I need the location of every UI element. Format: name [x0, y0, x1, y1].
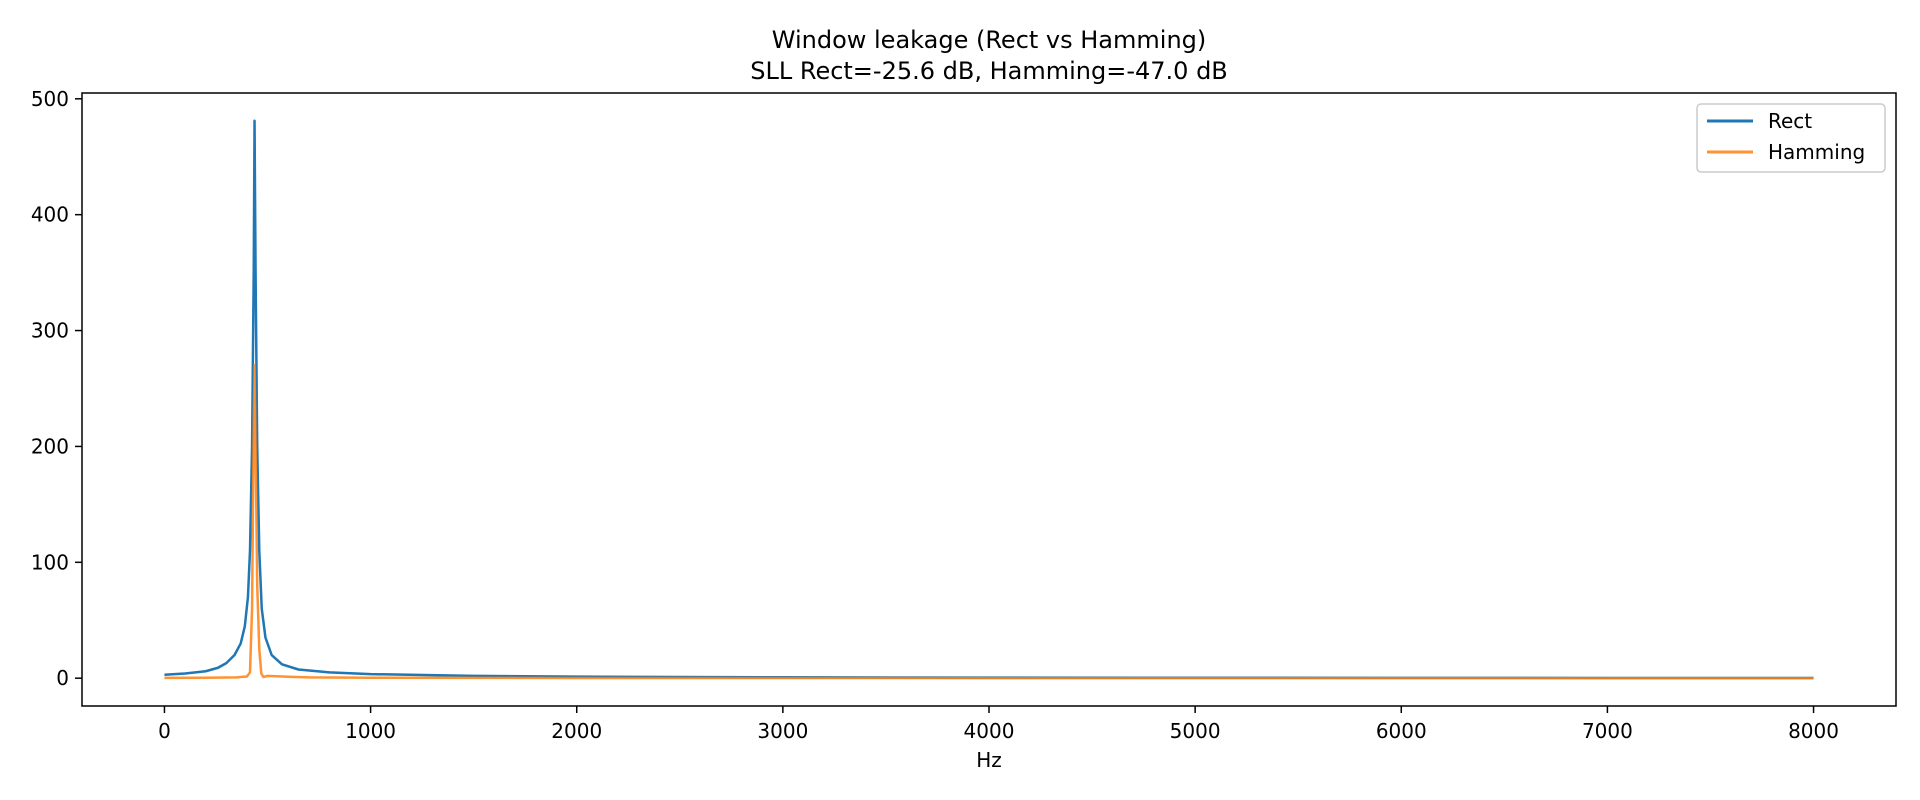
- x-tick-label: 8000: [1788, 719, 1839, 743]
- chart-title: Window leakage (Rect vs Hamming): [772, 26, 1207, 54]
- y-tick-label: 300: [31, 319, 69, 343]
- x-tick-label: 1000: [345, 719, 396, 743]
- chart-subtitle: SLL Rect=-25.6 dB, Hamming=-47.0 dB: [750, 57, 1228, 85]
- y-tick-label: 500: [31, 87, 69, 111]
- series-line-rect: [164, 119, 1814, 680]
- x-tick-label: 0: [158, 719, 171, 743]
- series-layer: [164, 119, 1814, 680]
- y-tick-label: 200: [31, 434, 69, 458]
- x-tick-label: 7000: [1582, 719, 1633, 743]
- series-line-hamming: [164, 364, 1814, 680]
- legend-label-hamming: Hamming: [1768, 140, 1865, 164]
- y-tick-label: 400: [31, 203, 69, 227]
- x-axis-label: Hz: [976, 748, 1002, 772]
- x-tick-label: 3000: [757, 719, 808, 743]
- x-tick-label: 4000: [964, 719, 1015, 743]
- plot-frame: [81, 92, 1897, 707]
- y-tick-label: 0: [56, 666, 69, 690]
- x-tick-label: 6000: [1376, 719, 1427, 743]
- x-axis: 0 1000 2000 3000 4000 5000 6000 7000 8000: [158, 706, 1839, 743]
- x-tick-label: 5000: [1170, 719, 1221, 743]
- x-tick-label: 2000: [551, 719, 602, 743]
- y-tick-label: 100: [31, 550, 69, 574]
- y-axis: 0 100 200 300 400 500: [31, 87, 82, 690]
- plot-area: [81, 92, 1897, 707]
- legend: Rect Hamming: [1696, 103, 1886, 173]
- legend-label-rect: Rect: [1768, 109, 1812, 133]
